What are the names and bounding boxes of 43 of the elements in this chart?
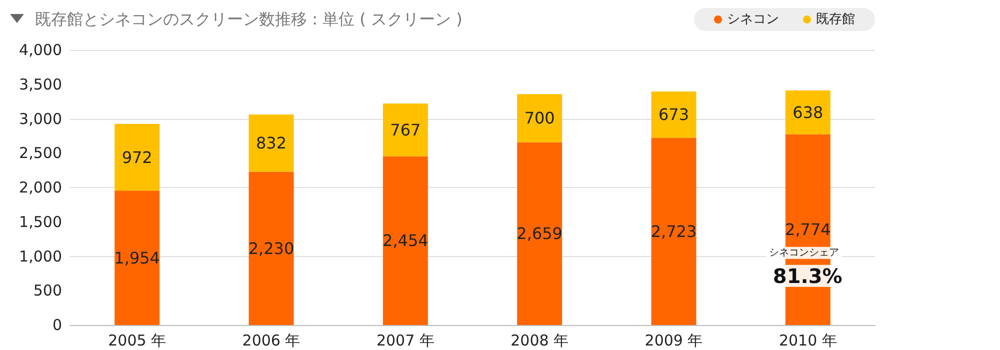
- y-tick-label: 3,500: [19, 75, 62, 94]
- bar: [651, 92, 696, 138]
- x-tick-label: 2005 年: [108, 332, 166, 350]
- x-tick-label: 2007 年: [376, 332, 434, 350]
- x-tick-label: 2009 年: [644, 332, 703, 350]
- bar: [517, 94, 562, 142]
- data-label: 832: [256, 134, 287, 153]
- bar: [248, 172, 294, 325]
- data-label: 2,723: [650, 222, 697, 241]
- bar: [785, 90, 830, 134]
- data-label: 972: [122, 148, 152, 167]
- y-tick-label: 1,500: [19, 212, 62, 231]
- data-label: 638: [792, 102, 824, 122]
- legend-label: 既存館: [816, 12, 855, 27]
- y-tick-label: 0: [52, 316, 62, 334]
- legend-label: シネコン: [727, 12, 779, 27]
- y-tick-label: 2,000: [19, 178, 62, 196]
- bar: [382, 156, 428, 325]
- data-label: 767: [390, 120, 421, 140]
- bar: [114, 190, 160, 325]
- bar: [248, 114, 294, 172]
- x-tick-label: 2010 年: [778, 332, 837, 350]
- annotation: シネコンシェア: [768, 247, 839, 258]
- chart-title: 既存館とシネコンのスクリーン数推移 : 単位 ( スクリーン ): [35, 10, 462, 28]
- bar: [114, 124, 160, 191]
- bar: [382, 104, 428, 156]
- data-label: 700: [524, 108, 555, 128]
- y-tick-label: 4,000: [19, 41, 62, 59]
- bar: [651, 138, 696, 325]
- x-tick-label: 2008 年: [510, 332, 569, 350]
- data-label: 673: [658, 105, 690, 124]
- y-tick-label: 500: [33, 282, 62, 300]
- x-tick-label: 2006 年: [242, 332, 300, 350]
- annotation: 81.3%: [772, 264, 842, 288]
- bar: [517, 142, 562, 325]
- y-tick-label: 1,000: [19, 247, 62, 266]
- y-tick-label: 2,500: [19, 144, 62, 162]
- y-tick-label: 3,000: [19, 110, 62, 128]
- data-label: 2,659: [516, 224, 562, 244]
- data-label: 2,230: [248, 238, 294, 258]
- data-label: 2,774: [785, 220, 831, 240]
- data-label: 2,454: [382, 231, 428, 250]
- data-label: 1,954: [114, 248, 160, 268]
